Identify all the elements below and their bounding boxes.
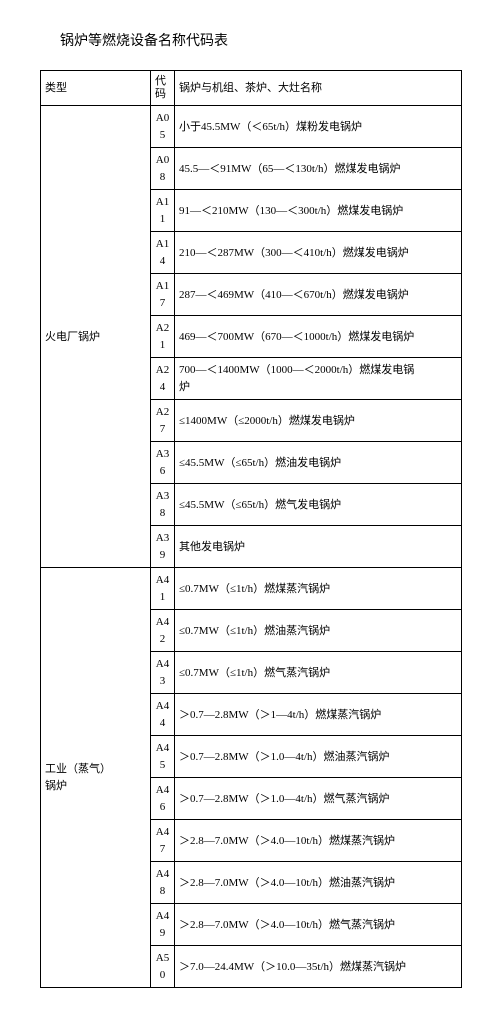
name-cell: ＞7.0—24.4MW（＞10.0—35t/h）燃煤蒸汽锅炉 — [175, 946, 462, 988]
name-cell: 287—＜469MW（410—＜670t/h）燃煤发电锅炉 — [175, 274, 462, 316]
header-code: 代 码 — [151, 71, 175, 106]
code-cell: A14 — [151, 232, 175, 274]
name-cell: 469—＜700MW（670—＜1000t/h）燃煤发电锅炉 — [175, 316, 462, 358]
name-cell: ＞2.8—7.0MW（＞4.0—10t/h）燃煤蒸汽锅炉 — [175, 820, 462, 862]
name-cell: ≤0.7MW（≤1t/h）燃油蒸汽锅炉 — [175, 610, 462, 652]
name-cell: 91—＜210MW（130—＜300t/h）燃煤发电锅炉 — [175, 190, 462, 232]
code-cell: A46 — [151, 778, 175, 820]
type-cell: 工业（蒸气） 锅炉 — [41, 568, 151, 988]
name-cell: ＞0.7—2.8MW（＞1—4t/h）燃煤蒸汽锅炉 — [175, 694, 462, 736]
name-cell: ＞2.8—7.0MW（＞4.0—10t/h）燃油蒸汽锅炉 — [175, 862, 462, 904]
page-title: 锅炉等燃烧设备名称代码表 — [60, 30, 462, 50]
code-cell: A48 — [151, 862, 175, 904]
code-cell: A11 — [151, 190, 175, 232]
code-cell: A27 — [151, 400, 175, 442]
name-cell: 小于45.5MW（＜65t/h）煤粉发电锅炉 — [175, 106, 462, 148]
code-cell: A05 — [151, 106, 175, 148]
name-cell: ≤45.5MW（≤65t/h）燃气发电锅炉 — [175, 484, 462, 526]
name-cell: ≤45.5MW（≤65t/h）燃油发电锅炉 — [175, 442, 462, 484]
name-cell: 45.5—＜91MW（65—＜130t/h）燃煤发电锅炉 — [175, 148, 462, 190]
code-cell: A21 — [151, 316, 175, 358]
code-table: 类型 代 码 锅炉与机组、茶炉、大灶名称 火电厂锅炉A05小于45.5MW（＜6… — [40, 70, 462, 988]
code-cell: A39 — [151, 526, 175, 568]
code-cell: A08 — [151, 148, 175, 190]
code-cell: A36 — [151, 442, 175, 484]
name-cell: ≤1400MW（≤2000t/h）燃煤发电锅炉 — [175, 400, 462, 442]
code-cell: A43 — [151, 652, 175, 694]
code-cell: A41 — [151, 568, 175, 610]
code-cell: A50 — [151, 946, 175, 988]
name-cell: ＞0.7—2.8MW（＞1.0—4t/h）燃气蒸汽锅炉 — [175, 778, 462, 820]
table-row: 工业（蒸气） 锅炉A41≤0.7MW（≤1t/h）燃煤蒸汽锅炉 — [41, 568, 462, 610]
table-row: 火电厂锅炉A05小于45.5MW（＜65t/h）煤粉发电锅炉 — [41, 106, 462, 148]
code-cell: A47 — [151, 820, 175, 862]
code-cell: A45 — [151, 736, 175, 778]
header-type: 类型 — [41, 71, 151, 106]
table-header-row: 类型 代 码 锅炉与机组、茶炉、大灶名称 — [41, 71, 462, 106]
name-cell: ＞2.8—7.0MW（＞4.0—10t/h）燃气蒸汽锅炉 — [175, 904, 462, 946]
name-cell: 210—＜287MW（300—＜410t/h）燃煤发电锅炉 — [175, 232, 462, 274]
name-cell: ≤0.7MW（≤1t/h）燃气蒸汽锅炉 — [175, 652, 462, 694]
type-cell: 火电厂锅炉 — [41, 106, 151, 568]
code-cell: A44 — [151, 694, 175, 736]
code-cell: A24 — [151, 358, 175, 400]
header-name: 锅炉与机组、茶炉、大灶名称 — [175, 71, 462, 106]
name-cell: 其他发电锅炉 — [175, 526, 462, 568]
code-cell: A42 — [151, 610, 175, 652]
code-cell: A49 — [151, 904, 175, 946]
name-cell: 700—＜1400MW（1000—＜2000t/h）燃煤发电锅 炉 — [175, 358, 462, 400]
code-cell: A17 — [151, 274, 175, 316]
name-cell: ≤0.7MW（≤1t/h）燃煤蒸汽锅炉 — [175, 568, 462, 610]
name-cell: ＞0.7—2.8MW（＞1.0—4t/h）燃油蒸汽锅炉 — [175, 736, 462, 778]
code-cell: A38 — [151, 484, 175, 526]
